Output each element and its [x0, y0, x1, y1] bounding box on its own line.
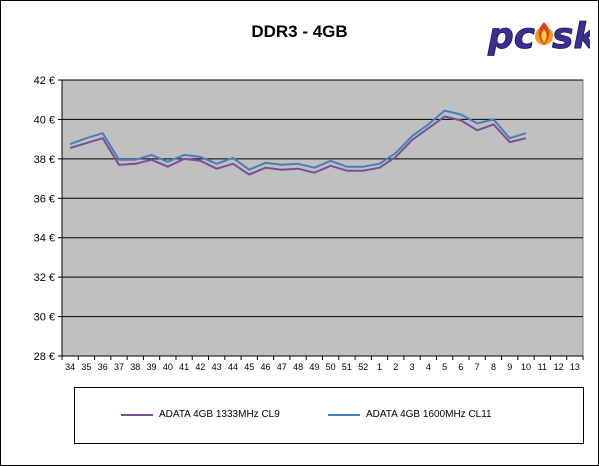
x-tick-label: 12	[554, 362, 564, 372]
y-tick-label: 40 €	[34, 114, 55, 126]
x-tick-label: 52	[358, 362, 368, 372]
x-tick-label: 38	[130, 362, 140, 372]
y-tick-label: 38 €	[34, 154, 55, 166]
legend: ADATA 4GB 1333MHz CL9 ADATA 4GB 1600MHz …	[74, 387, 584, 444]
y-tick-label: 36 €	[34, 193, 55, 205]
x-tick-label: 45	[244, 362, 254, 372]
x-tick-label: 49	[309, 362, 319, 372]
svg-text:pc: pc	[487, 16, 535, 56]
y-tick-label: 28 €	[34, 351, 55, 363]
y-tick-label: 42 €	[34, 75, 55, 87]
plot-area	[61, 79, 584, 357]
x-tick-label: 48	[293, 362, 303, 372]
x-tick-label: 10	[521, 362, 531, 372]
brand-logo: pc sk	[487, 16, 590, 56]
y-tick-label: 34 €	[34, 233, 55, 245]
legend-swatch-1333	[121, 413, 153, 416]
x-tick-label: 47	[277, 362, 287, 372]
x-tick-label: 4	[426, 362, 431, 372]
x-tick-label: 50	[326, 362, 336, 372]
x-tick-label: 39	[147, 362, 157, 372]
x-tick-label: 9	[507, 362, 512, 372]
series-line-0	[69, 115, 527, 176]
x-tick-label: 51	[342, 362, 352, 372]
x-tick-label: 34	[65, 362, 75, 372]
x-tick-label: 44	[228, 362, 238, 372]
x-tick-label: 37	[114, 362, 124, 372]
y-tick-label: 32 €	[34, 272, 55, 284]
x-tick-label: 46	[261, 362, 271, 372]
x-tick-label: 7	[475, 362, 480, 372]
chart-title: DDR3 - 4GB	[251, 22, 348, 41]
svg-text:sk: sk	[552, 16, 590, 56]
legend-item-1333: ADATA 4GB 1333MHz CL9	[121, 409, 280, 420]
x-tick-label: 3	[410, 362, 415, 372]
x-tick-label: 5	[442, 362, 447, 372]
legend-item-1600: ADATA 4GB 1600MHz CL11	[328, 409, 492, 420]
x-tick-label: 41	[179, 362, 189, 372]
x-tick-label: 35	[81, 362, 91, 372]
x-tick-label: 43	[212, 362, 222, 372]
x-tick-label: 42	[195, 362, 205, 372]
x-tick-label: 8	[491, 362, 496, 372]
x-tick-label: 36	[98, 362, 108, 372]
x-tick-label: 11	[538, 362, 547, 372]
x-tick-label: 40	[163, 362, 173, 372]
y-tick-label: 30 €	[34, 312, 55, 324]
legend-swatch-1600	[328, 413, 360, 416]
x-tick-label: 6	[458, 362, 463, 372]
legend-label-1333: ADATA 4GB 1333MHz CL9	[159, 409, 280, 420]
legend-label-1600: ADATA 4GB 1600MHz CL11	[366, 409, 492, 420]
x-tick-label: 13	[570, 362, 580, 372]
x-tick-label: 1	[377, 362, 382, 372]
x-tick-label: 2	[393, 362, 398, 372]
series-line-1	[69, 109, 527, 171]
